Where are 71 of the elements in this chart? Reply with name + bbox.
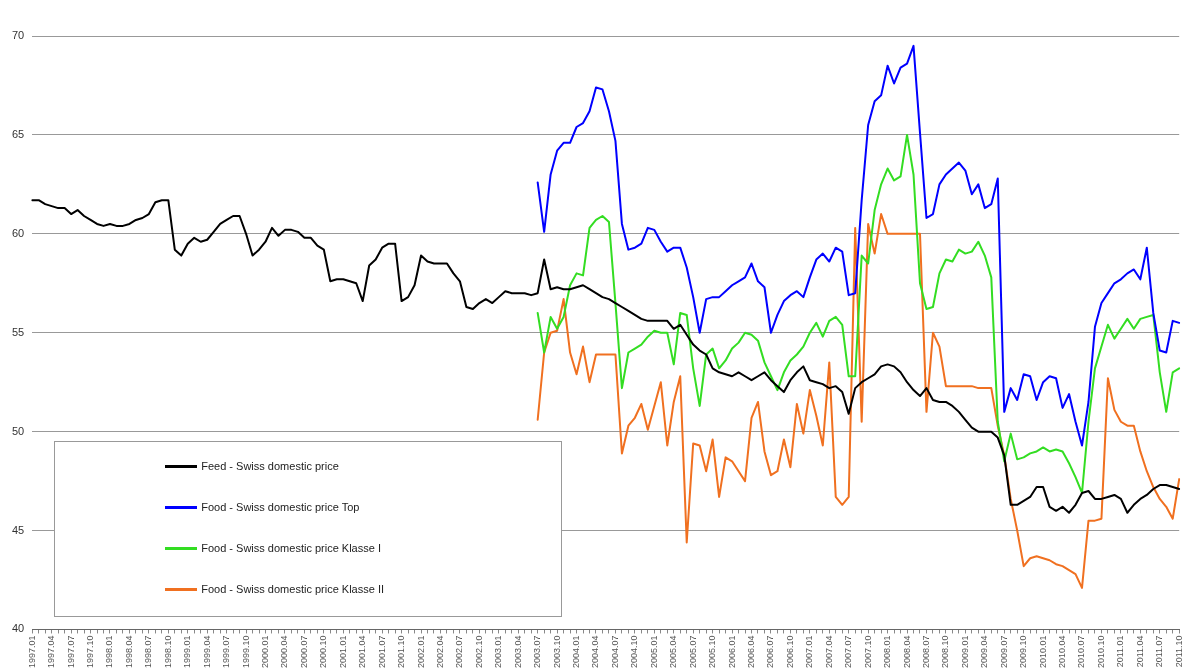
y-tick-label: 45 <box>11 523 25 536</box>
x-tick-label: 1997.07 <box>65 635 76 669</box>
x-tick-label: 2007.07 <box>843 635 854 669</box>
x-tick-label: 2004.07 <box>609 635 620 669</box>
x-tick-label: 2007.10 <box>862 635 873 669</box>
x-tick-label: 2007.04 <box>823 635 834 669</box>
y-tick-label: 55 <box>11 325 25 338</box>
x-tick-label: 1999.04 <box>201 635 212 669</box>
x-tick-label: 2011.10 <box>1173 635 1184 668</box>
x-tick-label: 2001.10 <box>396 635 407 669</box>
x-tick-label: 2001.01 <box>337 635 348 669</box>
x-tick-label: 2003.01 <box>493 635 504 669</box>
x-tick-label: 1997.01 <box>26 635 37 669</box>
y-tick-label: 40 <box>11 622 25 635</box>
x-tick-label: 2005.04 <box>668 635 679 669</box>
legend-label: Feed - Swiss domestic price <box>201 460 339 473</box>
x-tick-label: 2006.04 <box>746 635 756 669</box>
x-tick-label: 1998.07 <box>143 635 154 669</box>
x-tick-label: 2000.04 <box>279 635 290 669</box>
x-tick-label: 2011.07 <box>1154 635 1165 668</box>
x-tick-label: 2009.10 <box>1018 635 1029 669</box>
legend-label: Food - Swiss domestic price Top <box>201 501 360 514</box>
x-tick-label: 2002.04 <box>434 635 445 669</box>
x-tick-label: 1999.10 <box>240 635 251 669</box>
x-tick-label: 2000.07 <box>298 635 309 669</box>
x-tick-label: 1999.07 <box>221 635 232 669</box>
x-tick-label: 2002.01 <box>415 635 426 669</box>
x-tick-label: 2008.10 <box>940 635 951 669</box>
x-tick-label: 2007.01 <box>804 635 815 669</box>
x-tick-label: 2006.10 <box>784 635 795 669</box>
x-tick-label: 2008.01 <box>882 635 893 669</box>
x-tick-label: 2008.04 <box>901 635 912 669</box>
x-tick-label: 2010.10 <box>1095 635 1106 669</box>
x-tick-label: 2010.07 <box>1076 635 1087 669</box>
y-tick-label: 70 <box>11 29 25 42</box>
x-tick-label: 1998.10 <box>162 635 173 669</box>
x-tick-label: 2001.07 <box>376 635 387 669</box>
x-tick-label: 2002.10 <box>473 635 484 669</box>
x-tick-label: 2000.01 <box>260 635 270 669</box>
x-tick-label: 1997.04 <box>46 635 57 669</box>
x-tick-label: 2003.07 <box>532 635 543 669</box>
x-tick-label: 2004.10 <box>629 635 640 669</box>
x-tick-label: 1997.10 <box>85 635 96 669</box>
x-tick-label: 1999.01 <box>182 635 193 669</box>
x-tick-label: 2006.01 <box>726 635 737 669</box>
x-tick-label: 2011.04 <box>1134 635 1145 668</box>
x-tick-label: 2005.07 <box>687 635 698 669</box>
x-tick-label: 2009.01 <box>959 635 970 669</box>
x-tick-label: 2000.10 <box>318 635 329 669</box>
x-tick-label: 2006.07 <box>765 635 776 669</box>
x-tick-label: 2004.04 <box>590 635 601 669</box>
y-tick-label: 50 <box>11 424 25 437</box>
x-tick-label: 2010.04 <box>1057 635 1068 669</box>
x-tick-label: 2002.07 <box>454 635 465 669</box>
x-tick-label: 1998.04 <box>123 635 134 669</box>
y-tick-label: 60 <box>11 226 25 239</box>
legend-label: Food - Swiss domestic price Klasse I <box>201 542 381 555</box>
x-tick-label: 2001.04 <box>357 635 368 669</box>
x-tick-label: 2003.10 <box>551 635 562 669</box>
x-tick-label: 2009.04 <box>979 635 990 669</box>
x-tick-label: 2010.01 <box>1037 635 1048 669</box>
x-tick-label: 2003.04 <box>512 635 523 669</box>
y-tick-label: 65 <box>11 127 25 140</box>
x-tick-label: 1998.01 <box>104 635 115 669</box>
x-tick-label: 2011.01 <box>1115 635 1126 668</box>
x-tick-label: 2005.10 <box>707 635 718 669</box>
legend-label: Food - Swiss domestic price Klasse II <box>201 583 385 596</box>
x-tick-label: 2008.07 <box>920 635 931 669</box>
x-tick-label: 2004.01 <box>571 635 582 669</box>
x-tick-label: 2005.01 <box>648 635 659 669</box>
x-tick-label: 2009.07 <box>998 635 1009 669</box>
